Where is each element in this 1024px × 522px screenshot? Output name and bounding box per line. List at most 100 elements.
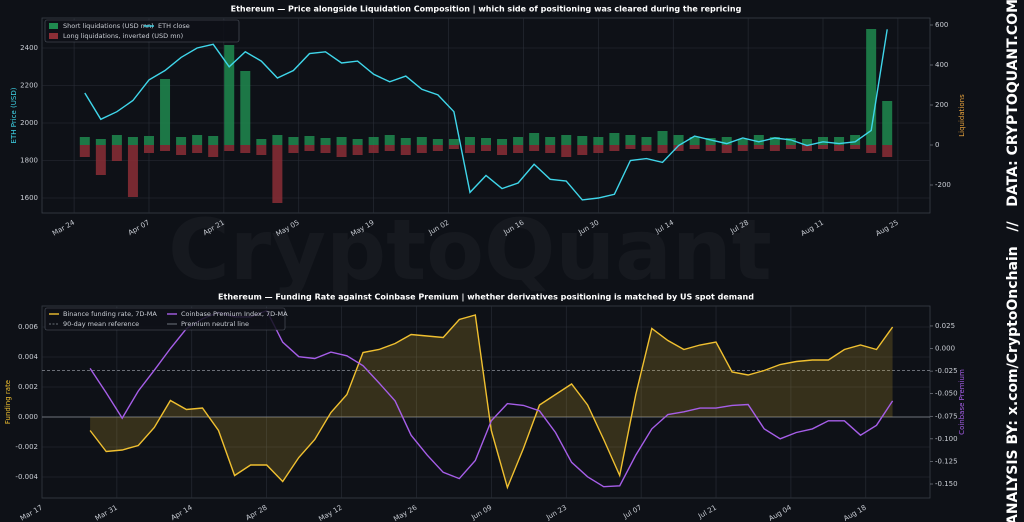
- y-tick-label: 2400: [20, 44, 38, 52]
- plot-area: [41, 305, 931, 499]
- bar: [577, 136, 588, 145]
- bar: [673, 135, 684, 145]
- bar: [79, 145, 90, 157]
- bar: [850, 135, 861, 145]
- bar: [432, 145, 443, 151]
- bar: [256, 139, 267, 145]
- bar: [529, 133, 540, 145]
- y-axis-label: Funding rate: [4, 380, 12, 424]
- bar: [481, 138, 491, 145]
- y2-tick-label: 0.025: [935, 322, 955, 330]
- legend-label: 90-day mean reference: [63, 320, 139, 328]
- y2-tick-label: -0.150: [935, 480, 958, 488]
- y-tick-label: 1800: [20, 157, 38, 165]
- y2-tick-label: 600: [935, 21, 948, 29]
- legend-label: Short liquidations (USD mn): [63, 22, 154, 30]
- bar: [352, 145, 363, 155]
- bar: [513, 145, 524, 153]
- legend-label: Binance funding rate, 7D-MA: [63, 310, 157, 318]
- y-tick-label: 2200: [20, 82, 38, 90]
- attribution: ANALYSIS BY: x.com/CryptoOnchain // DATA…: [1005, 0, 1021, 522]
- bar: [721, 145, 732, 153]
- bar: [737, 145, 748, 151]
- bar: [143, 145, 154, 153]
- bar: [593, 145, 604, 153]
- bar: [448, 145, 459, 149]
- bar: [625, 135, 636, 145]
- bar: [368, 137, 379, 145]
- bar: [689, 137, 700, 145]
- chart-title: Ethereum — Funding Rate against Coinbase…: [218, 293, 754, 302]
- legend-label: Long liquidations, inverted (USD mn): [63, 32, 183, 40]
- bar: [127, 137, 138, 145]
- y-tick-label: -0.002: [15, 443, 38, 451]
- bar: [416, 145, 427, 153]
- bar: [561, 145, 572, 157]
- bar: [464, 145, 475, 153]
- bar: [176, 145, 187, 155]
- bar: [785, 145, 796, 149]
- y-tick-label: -0.004: [15, 473, 38, 481]
- bar: [801, 145, 812, 151]
- bar: [529, 145, 540, 151]
- bar: [577, 145, 588, 155]
- y2-tick-label: -0.025: [935, 367, 958, 375]
- area-line: [89, 314, 894, 490]
- y-tick-label: 0.004: [18, 353, 39, 361]
- bar: [705, 138, 716, 145]
- bar: [288, 145, 299, 153]
- bar: [224, 145, 235, 151]
- bar: [336, 137, 347, 145]
- y2-tick-label: -0.075: [935, 412, 958, 420]
- bar: [95, 139, 106, 145]
- y-tick-label: 0.000: [18, 413, 38, 421]
- y-axis-label: ETH Price (USD): [10, 87, 18, 143]
- y2-axis-label: Coinbase Premium: [958, 369, 966, 435]
- bar: [336, 145, 347, 157]
- bar: [497, 139, 508, 145]
- bar: [818, 137, 829, 145]
- area-fill: [90, 315, 893, 488]
- bar: [785, 138, 796, 145]
- bar: [95, 145, 106, 175]
- bar: [224, 45, 235, 145]
- bar: [641, 145, 652, 151]
- bar: [304, 136, 315, 145]
- bar: [288, 137, 299, 145]
- bar: [400, 138, 411, 145]
- y2-tick-label: 0.000: [935, 345, 955, 353]
- bar: [160, 79, 171, 145]
- bar: [111, 145, 122, 161]
- line: [84, 29, 888, 201]
- bar: [416, 137, 427, 145]
- bar: [208, 145, 219, 157]
- bar: [79, 137, 90, 145]
- legend-label: ETH close: [158, 22, 190, 30]
- legend-box: [44, 19, 240, 43]
- bar: [272, 135, 283, 145]
- y2-axis-label: Liquidations: [958, 94, 966, 137]
- bar: [240, 71, 251, 145]
- bar: [432, 139, 443, 145]
- bar: [497, 145, 508, 155]
- bar: [834, 145, 845, 151]
- bar: [593, 137, 604, 145]
- y-tick-label: 0.002: [18, 383, 38, 391]
- legend-swatch: [49, 23, 58, 29]
- bar: [737, 139, 748, 145]
- bar: [384, 135, 395, 145]
- bar: [721, 137, 732, 145]
- y2-tick-label: 0: [935, 141, 939, 149]
- legend-box: [44, 307, 286, 331]
- bar: [368, 145, 379, 153]
- y2-tick-label: 200: [935, 101, 948, 109]
- bar: [448, 139, 459, 145]
- bar: [513, 137, 524, 145]
- bar: [866, 145, 877, 153]
- bar: [866, 29, 877, 145]
- legend-label: Coinbase Premium Index, 7D-MA: [181, 310, 288, 318]
- bar: [111, 135, 122, 145]
- bar: [818, 145, 829, 149]
- chart-title: Ethereum — Price alongside Liquidation C…: [231, 5, 742, 14]
